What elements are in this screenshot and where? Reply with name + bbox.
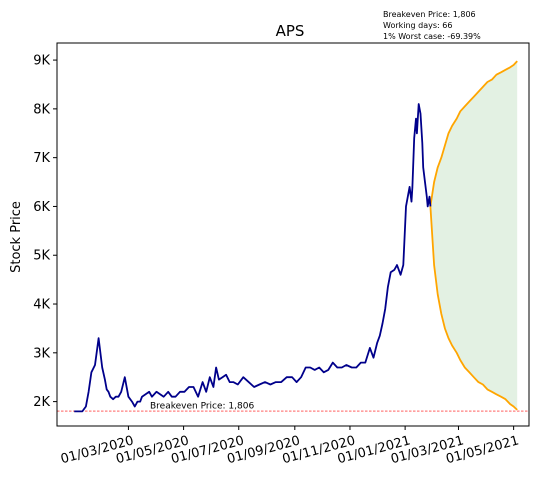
projection-upper-line <box>429 60 518 207</box>
y-tick-label: 2K <box>33 395 50 410</box>
x-axis: 01/03/202001/05/202001/07/202001/09/2020… <box>59 426 521 467</box>
y-tick-label: 4K <box>33 298 50 313</box>
projection-lower-line <box>429 206 518 411</box>
info-line-worst-case: 1% Worst case: -69.39% <box>383 32 481 41</box>
y-tick-label: 6K <box>33 200 50 215</box>
breakeven-annotation: Breakeven Price: 1,806 <box>150 402 254 412</box>
projection-band <box>430 61 518 410</box>
y-tick-label: 8K <box>33 102 50 117</box>
info-line-breakeven: Breakeven Price: 1,806 <box>383 10 476 19</box>
chart-title: APS <box>276 22 305 40</box>
info-line-working-days: Working days: 66 <box>383 21 452 30</box>
y-axis: 2K 3K 4K 5K 6K 7K 8K 9K <box>33 54 57 410</box>
y-tick-label: 7K <box>33 151 50 166</box>
y-axis-label: Stock Price <box>9 201 24 273</box>
plot-area <box>57 60 529 413</box>
plot-frame <box>56 42 530 427</box>
y-tick-label: 5K <box>33 249 50 264</box>
y-tick-label: 3K <box>33 346 50 361</box>
y-tick-label: 9K <box>33 54 50 69</box>
price-history-line <box>74 103 432 413</box>
